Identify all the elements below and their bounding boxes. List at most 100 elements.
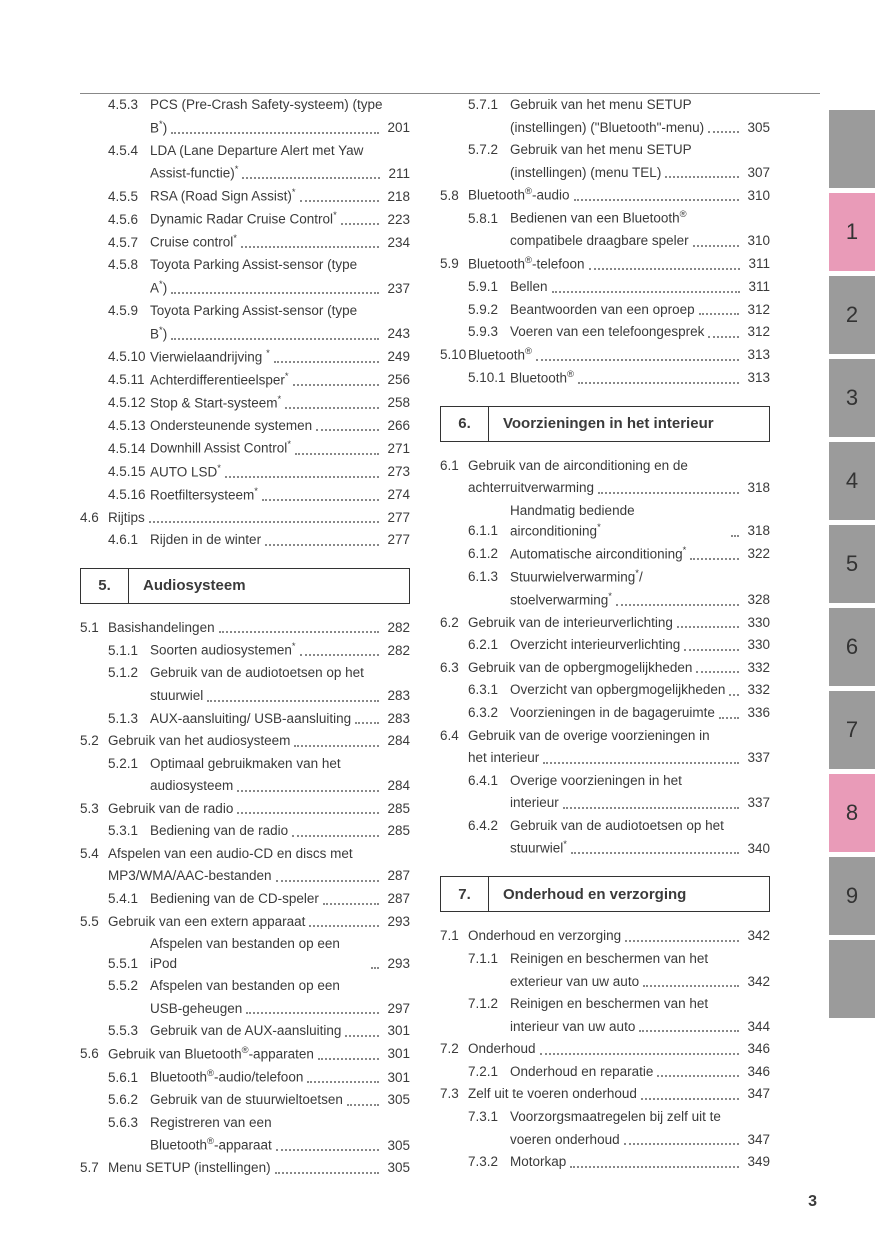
toc-entry-page: 273 [383, 462, 410, 482]
side-tab[interactable]: 2 [829, 276, 875, 354]
toc-entry-number: 5.6.1 [108, 1068, 150, 1088]
toc-dots [276, 880, 380, 882]
toc-entry: 4.5.5 RSA (Road Sign Assist)* 218 [80, 186, 410, 206]
toc-entry-number: 4.5.12 [108, 393, 150, 413]
toc-dots [355, 722, 379, 724]
toc-entry-number: 5.10 [440, 345, 468, 365]
toc-entry: 5.2 Gebruik van het audiosysteem 284 [80, 731, 410, 751]
toc-entry-wrap: voeren onderhoud 347 [440, 1130, 770, 1150]
toc-entry: 7.3.2 Motorkap 349 [440, 1152, 770, 1172]
toc-dots [276, 1149, 380, 1151]
toc-entry-text: het interieur [468, 748, 539, 768]
toc-dots [708, 336, 739, 338]
toc-entry-text: Gebruik van Bluetooth®-apparaten [108, 1044, 314, 1064]
toc-entry-text: stuurwiel* [510, 838, 567, 858]
section-title: Audiosysteem [129, 569, 409, 603]
toc-entry-text: Reinigen en beschermen van het [510, 949, 708, 969]
toc-entry-text: USB-geheugen [150, 999, 242, 1019]
toc-entry: 7.2.1 Onderhoud en reparatie 346 [440, 1062, 770, 1082]
toc-entry-page: 301 [383, 1044, 410, 1064]
toc-entry-text: (instellingen) (menu TEL) [510, 163, 661, 183]
toc-entry: 5.1.3 AUX-aansluiting/ USB-aansluiting 2… [80, 709, 410, 729]
toc-entry-number: 5.4 [80, 844, 108, 864]
toc-dots [285, 407, 379, 409]
toc-entry-text: Overige voorzieningen in het [510, 771, 682, 791]
toc-entry: 4.5.15 AUTO LSD* 273 [80, 462, 410, 482]
toc-entry-page: 277 [383, 530, 410, 550]
page-number: 3 [808, 1190, 817, 1213]
toc-entry-text: Cruise control* [150, 232, 237, 252]
toc-entry: 6.4 Gebruik van de overige voorzieningen… [440, 726, 770, 746]
toc-entry-text: Afspelen van bestanden op een iPod [150, 934, 367, 973]
toc-entry: 6.1.2 Automatische airconditioning* 322 [440, 544, 770, 564]
side-tab[interactable] [829, 110, 875, 188]
toc-dots [598, 492, 739, 494]
toc-entry-number: 4.5.10 [108, 347, 150, 367]
toc-dots [341, 223, 380, 225]
toc-entry-number: 4.5.7 [108, 233, 150, 253]
toc-entry-wrap: B*) 201 [80, 118, 410, 138]
toc-entry-text: Toyota Parking Assist-sensor (type [150, 301, 357, 321]
toc-entry-number: 4.5.15 [108, 462, 150, 482]
toc-dots [641, 1098, 740, 1100]
toc-entry-wrap: het interieur 337 [440, 748, 770, 768]
toc-dots [624, 1143, 740, 1145]
toc-entry-text: Gebruik van een extern apparaat [108, 912, 305, 932]
toc-entry-page: 332 [743, 680, 770, 700]
toc-entry-page: 237 [383, 279, 410, 299]
toc-entry: 5.9 Bluetooth®-telefoon 311 [440, 254, 770, 274]
side-tab[interactable]: 8 [829, 774, 875, 852]
toc-entry-text: RSA (Road Sign Assist)* [150, 186, 296, 206]
side-tab[interactable]: 3 [829, 359, 875, 437]
toc-entry: 4.6.1 Rijden in de winter 277 [80, 530, 410, 550]
toc-entry: 7.3 Zelf uit te voeren onderhoud 347 [440, 1084, 770, 1104]
toc-entry: 7.1.2 Reinigen en beschermen van het [440, 994, 770, 1014]
toc-entry-wrap: stuurwiel* 340 [440, 838, 770, 858]
toc-entry-text: Dynamic Radar Cruise Control* [150, 209, 337, 229]
toc-entry-number: 5.4.1 [108, 889, 150, 909]
toc-entry-text: Bellen [510, 277, 548, 297]
toc-entry: 5.6.2 Gebruik van de stuurwieltoetsen 30… [80, 1090, 410, 1110]
toc-entry-text: Overzicht interieurverlichting [510, 635, 680, 655]
toc-entry: 5.7 Menu SETUP (instellingen) 305 [80, 1158, 410, 1178]
toc-entry-page: 312 [743, 300, 770, 320]
toc-entry-page: 310 [743, 231, 770, 251]
side-tab[interactable]: 4 [829, 442, 875, 520]
toc-dots [616, 604, 739, 606]
toc-entry-text: Rijden in de winter [150, 530, 261, 550]
side-tab[interactable]: 9 [829, 857, 875, 935]
side-tab[interactable]: 7 [829, 691, 875, 769]
toc-column-right: 5.7.1 Gebruik van het menu SETUP (instel… [440, 95, 770, 1181]
side-tab[interactable] [829, 940, 875, 1018]
toc-entry-wrap: stoelverwarming* 328 [440, 590, 770, 610]
side-tab[interactable]: 1 [829, 193, 875, 271]
toc-entry-text: Gebruik van de AUX-aansluiting [150, 1021, 341, 1041]
toc-entry-text: Vierwielaandrijving * [150, 347, 270, 367]
side-tab[interactable]: 5 [829, 525, 875, 603]
toc-entry-page: 337 [743, 793, 770, 813]
toc-entry-page: 305 [383, 1158, 410, 1178]
side-tab[interactable]: 6 [829, 608, 875, 686]
toc-entry-wrap: stuurwiel 283 [80, 686, 410, 706]
toc-dots [316, 429, 379, 431]
toc-entry-number: 6.1 [440, 456, 468, 476]
toc-dots [307, 1081, 379, 1083]
toc-entry-page: 313 [743, 345, 770, 365]
toc-entry-page: 318 [743, 521, 770, 541]
toc-entry: 4.6 Rijtips 277 [80, 508, 410, 528]
toc-entry-number: 5.6.2 [108, 1090, 150, 1110]
toc-entry-number: 5.8.1 [468, 209, 510, 229]
toc-entry-text: achterruitverwarming [468, 478, 594, 498]
toc-entry: 5.6.1 Bluetooth®-audio/telefoon 301 [80, 1067, 410, 1087]
section-header: 7. Onderhoud en verzorging [440, 876, 770, 912]
toc-entry-number: 7.2.1 [468, 1062, 510, 1082]
toc-entry-page: 243 [383, 324, 410, 344]
toc-dots [536, 359, 739, 361]
toc-dots [323, 903, 380, 905]
toc-dots [309, 925, 379, 927]
toc-entry-text: Afspelen van een audio-CD en discs met [108, 844, 353, 864]
toc-dots [265, 544, 379, 546]
toc-dots [171, 338, 379, 340]
toc-entry-page: 218 [383, 187, 410, 207]
toc-entry-page: 297 [383, 999, 410, 1019]
